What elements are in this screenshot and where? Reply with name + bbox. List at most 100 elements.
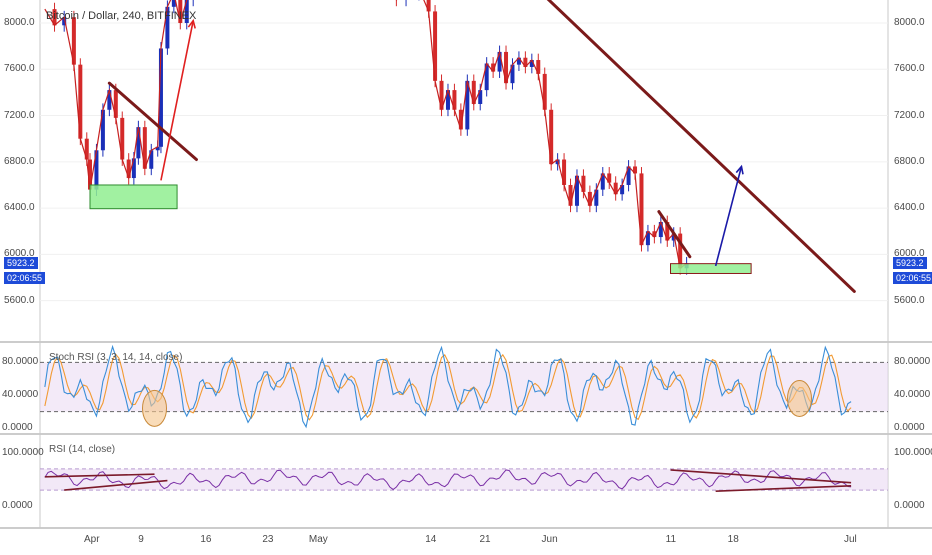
candle-body (626, 166, 631, 185)
candle-body (671, 233, 676, 241)
x-axis-label: Jul (844, 534, 857, 545)
candle-body (184, 0, 189, 23)
price-tick-left: 6000.0 (4, 248, 35, 260)
x-axis-label: 21 (479, 534, 491, 545)
stoch-tick-left: 0.0000 (2, 422, 33, 433)
stoch-tick-right: 80.0000 (894, 356, 931, 368)
x-axis-label: 11 (665, 534, 677, 545)
trendline (546, 0, 856, 293)
x-axis-label: 18 (727, 534, 739, 545)
stoch-k-line (44, 344, 852, 429)
price-tick-left: 8000.0 (4, 17, 35, 28)
price-tick-left: 6400.0 (4, 202, 35, 214)
candle-body (149, 150, 154, 169)
stoch-rsi-title: Stoch RSI (3, 3, 14, 14, close) (49, 352, 183, 363)
stoch-d-line (44, 353, 852, 421)
candle-body (465, 80, 470, 130)
candle-body (471, 80, 476, 104)
price-tick-right: 8000.0 (894, 17, 925, 28)
main-chart-title: Bitcoin / Dollar, 240, BITFINEX (46, 10, 197, 22)
candle-body (652, 231, 657, 238)
candle-body (426, 0, 431, 12)
candle-body (433, 11, 438, 81)
candle-body (94, 150, 99, 190)
stoch-tick-right: 40.0000 (894, 389, 931, 401)
candle-body (484, 63, 489, 91)
x-axis-label: Jun (541, 534, 558, 545)
candle-body (165, 6, 170, 49)
candle-body (52, 9, 57, 26)
price-tick-right: 6000.0 (894, 248, 925, 260)
candle-body (665, 222, 670, 241)
candle-body (633, 166, 638, 174)
candle-body (452, 90, 457, 110)
countdown-badge-right: 02:06:55 (893, 272, 932, 284)
candle-body (581, 175, 586, 192)
stoch-tick-left: 40.0000 (2, 389, 39, 401)
stoch-highlight-ellipse (142, 389, 167, 427)
candle-body (71, 17, 76, 65)
projection-arrow (714, 166, 743, 267)
rsi-trendline (715, 485, 852, 492)
countdown-badge-left: 02:06:55 (4, 272, 46, 284)
stoch-tick-left: 80.0000 (2, 356, 39, 368)
price-tick-right: 7600.0 (894, 63, 925, 75)
candle-body (439, 80, 444, 110)
candle-body (536, 60, 541, 74)
stoch-tick-right: 0.0000 (894, 422, 925, 433)
trendline (107, 81, 198, 162)
trendline (657, 210, 692, 259)
candle-body (78, 64, 83, 139)
x-axis-label: 9 (138, 534, 144, 545)
candle-body (478, 90, 483, 104)
rsi-band (40, 468, 888, 491)
x-axis-label: 23 (262, 534, 274, 545)
candle-body (458, 109, 463, 130)
price-line (44, 0, 188, 190)
candle-body (645, 231, 650, 246)
candle-body (155, 146, 160, 151)
arrow-head (187, 18, 196, 29)
candle-body (131, 158, 136, 179)
candle-body (542, 73, 547, 110)
x-axis-label: 16 (200, 534, 212, 545)
candle-body (445, 90, 450, 110)
candle-body (120, 117, 125, 160)
arrow-head (735, 164, 744, 175)
candle-body (171, 0, 176, 7)
price-tick-left: 7600.0 (4, 63, 35, 75)
candle-body (510, 64, 515, 84)
candle-body (613, 182, 618, 195)
price-tick-left: 7200.0 (4, 109, 35, 121)
main-pane-bg (40, 0, 888, 342)
candle-body (600, 173, 605, 190)
candle-body (574, 175, 579, 206)
candle-body (136, 127, 141, 159)
candle-body (491, 63, 496, 72)
rsi-tick-right: 0.0000 (894, 500, 925, 511)
candle-body (607, 173, 612, 183)
candle-body (158, 48, 163, 147)
support-zone (89, 184, 178, 210)
candle-body (523, 57, 528, 67)
last-price-badge-right: 5923.2 (893, 257, 927, 269)
rsi-trendline (64, 479, 168, 491)
candle-body (142, 127, 147, 169)
rsi-tick-left: 100.0000 (2, 447, 44, 458)
rsi-line (44, 469, 852, 491)
stoch-highlight-ellipse (787, 379, 812, 417)
candle-body (497, 51, 502, 72)
x-axis-label: 14 (425, 534, 437, 545)
candle-body (568, 184, 573, 206)
candle-body (562, 159, 567, 185)
candle-body (84, 138, 89, 160)
candle-body (107, 90, 112, 110)
price-tick-right: 5600.0 (894, 294, 925, 306)
candle-body (126, 159, 131, 179)
candle-body (587, 191, 592, 206)
x-axis-label: Apr (84, 534, 100, 545)
last-price-badge-left: 5923.2 (4, 257, 38, 269)
rsi-title: RSI (14, close) (49, 444, 116, 455)
